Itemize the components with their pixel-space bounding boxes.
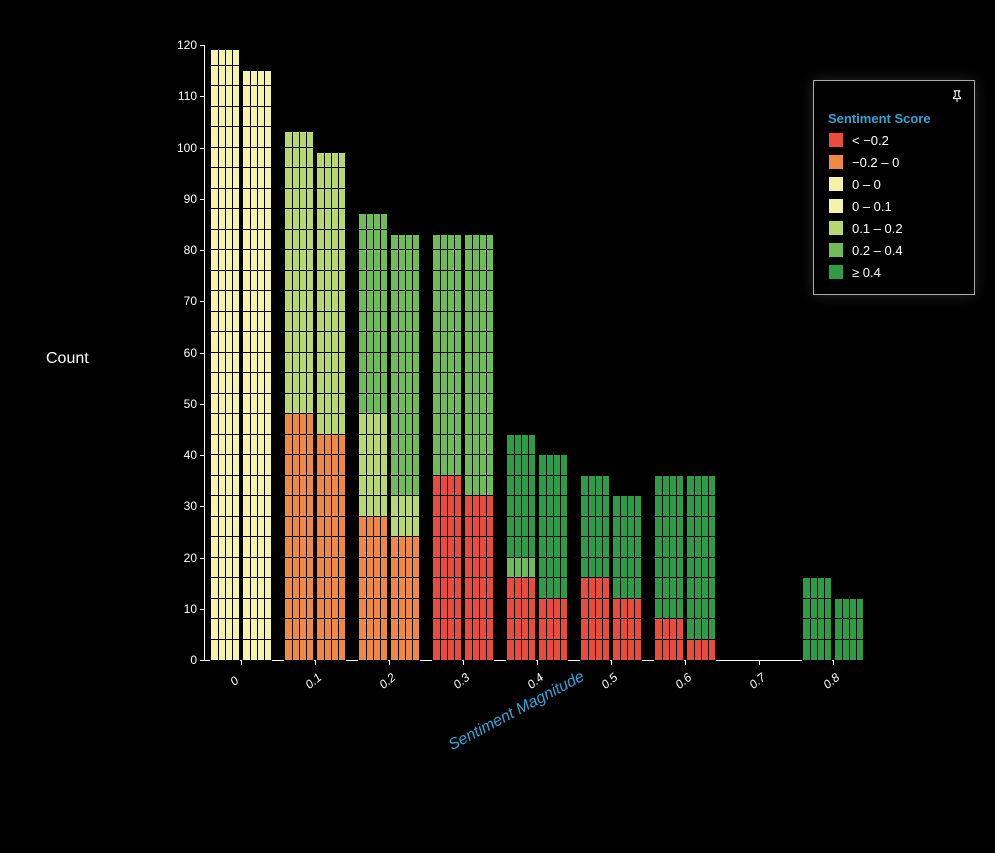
pin-icon[interactable] (950, 89, 964, 106)
y-tick-label: 70 (169, 294, 197, 308)
legend: Sentiment Score < −0.2 −0.2 – 0 0 – 0 0 – 0… (813, 80, 975, 295)
bar-segment (211, 50, 239, 660)
bar-segment (835, 599, 863, 661)
bar-segment (317, 435, 345, 661)
legend-swatch (828, 264, 844, 280)
histogram-bar (465, 235, 493, 660)
x-tick-label: 0.7 (746, 670, 768, 691)
bar-segment (539, 599, 567, 661)
bar-segment (391, 496, 419, 537)
y-tick-label: 110 (169, 89, 197, 103)
legend-swatch (828, 242, 844, 258)
bar-segment (391, 537, 419, 660)
legend-item[interactable]: < −0.2 (828, 132, 960, 148)
histogram-bar (433, 235, 461, 660)
histogram-bar (687, 476, 715, 661)
bar-segment (359, 414, 387, 517)
legend-label: 0 – 0 (852, 177, 881, 192)
bar-segment (433, 235, 461, 476)
y-tick-label: 0 (169, 653, 197, 667)
plot-area (205, 45, 835, 660)
bar-segment (613, 496, 641, 599)
histogram-bar (359, 214, 387, 660)
y-tick-label: 40 (169, 448, 197, 462)
legend-label: 0.1 – 0.2 (852, 221, 903, 236)
legend-label: 0.2 – 0.4 (852, 243, 903, 258)
bar-segment (507, 435, 535, 558)
y-tick-label: 80 (169, 243, 197, 257)
bar-segment (613, 599, 641, 661)
y-axis-label: Count (46, 350, 89, 368)
bar-segment (359, 214, 387, 414)
y-tick-label: 30 (169, 499, 197, 513)
legend-label: ≥ 0.4 (852, 265, 881, 280)
x-tick-label: 0.8 (820, 670, 842, 691)
legend-swatch (828, 220, 844, 236)
legend-label: 0 – 0.1 (852, 199, 892, 214)
x-tick-label: 0.3 (450, 670, 472, 691)
y-tick-label: 10 (169, 602, 197, 616)
y-tick-label: 20 (169, 551, 197, 565)
legend-label: < −0.2 (852, 133, 889, 148)
bar-segment (655, 619, 683, 660)
bar-segment (507, 578, 535, 660)
bar-segment (359, 517, 387, 661)
histogram-bar (539, 455, 567, 660)
legend-item[interactable]: 0.2 – 0.4 (828, 242, 960, 258)
legend-item[interactable]: ≥ 0.4 (828, 264, 960, 280)
histogram-bar (243, 71, 271, 660)
y-tick-label: 50 (169, 397, 197, 411)
legend-swatch (828, 154, 844, 170)
legend-item[interactable]: 0 – 0.1 (828, 198, 960, 214)
legend-label: −0.2 – 0 (852, 155, 899, 170)
y-tick-label: 60 (169, 346, 197, 360)
x-tick-label: 0.1 (302, 670, 324, 691)
histogram-bar (317, 153, 345, 660)
bar-segment (465, 496, 493, 660)
legend-items: < −0.2 −0.2 – 0 0 – 0 0 – 0.1 0.1 – 0.2 0.2 –… (828, 132, 960, 280)
bar-segment (285, 132, 313, 414)
histogram-bar (835, 599, 863, 661)
legend-swatch (828, 198, 844, 214)
bar-segment (803, 578, 831, 660)
x-tick-label: 0.6 (672, 670, 694, 691)
histogram-bar (507, 435, 535, 661)
y-axis-line (204, 45, 205, 660)
y-tick-label: 120 (169, 38, 197, 52)
histogram-bar (285, 132, 313, 660)
bar-segment (507, 558, 535, 579)
histogram-bar (613, 496, 641, 660)
bar-segment (687, 640, 715, 661)
sentiment-histogram-chart: Count Sentiment Magnitude 01020304050607… (0, 0, 995, 853)
histogram-bar (391, 235, 419, 660)
x-tick-label: 0 (227, 673, 241, 688)
y-tick-label: 90 (169, 192, 197, 206)
legend-swatch (828, 132, 844, 148)
legend-item[interactable]: −0.2 – 0 (828, 154, 960, 170)
legend-item[interactable]: 0.1 – 0.2 (828, 220, 960, 236)
legend-title: Sentiment Score (828, 111, 960, 126)
bar-segment (655, 476, 683, 620)
bar-segment (285, 414, 313, 660)
legend-item[interactable]: 0 – 0 (828, 176, 960, 192)
bar-segment (391, 235, 419, 496)
bar-segment (687, 476, 715, 640)
x-tick-label: 0.5 (598, 670, 620, 691)
bar-segment (465, 235, 493, 496)
bar-segment (581, 476, 609, 579)
bar-segment (581, 578, 609, 660)
histogram-bar (655, 476, 683, 661)
x-tick-label: 0.2 (376, 670, 398, 691)
bar-segment (317, 153, 345, 435)
histogram-bar (803, 578, 831, 660)
y-tick-label: 100 (169, 141, 197, 155)
bar-segment (433, 476, 461, 661)
bar-segment (539, 455, 567, 599)
legend-swatch (828, 176, 844, 192)
bar-segment (243, 71, 271, 660)
histogram-bar (211, 50, 239, 660)
histogram-bar (581, 476, 609, 661)
x-axis-line (204, 660, 836, 661)
